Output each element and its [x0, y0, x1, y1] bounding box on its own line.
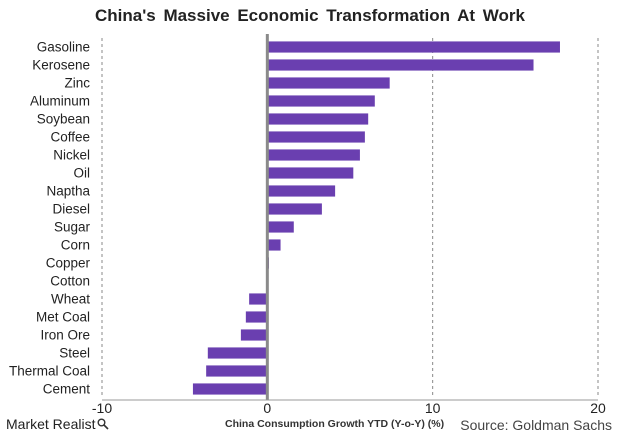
x-tick-label: 0	[263, 400, 271, 416]
category-label: Aluminum	[30, 94, 90, 109]
bar	[249, 293, 268, 305]
category-label: Zinc	[64, 76, 90, 91]
category-label: Cement	[43, 382, 91, 397]
bar	[267, 95, 375, 107]
bar	[267, 113, 369, 125]
bar	[206, 365, 268, 377]
bar	[207, 347, 268, 359]
x-tick-label: -10	[92, 400, 112, 416]
x-tick-label: 10	[425, 400, 441, 416]
chart-title: China's Massive Economic Transformation …	[95, 6, 525, 25]
x-axis-label: China Consumption Growth YTD (Y-o-Y) (%)	[225, 418, 445, 430]
bar	[240, 329, 268, 341]
category-label: Kerosene	[32, 58, 90, 73]
brand-logo: Market Realist	[6, 416, 110, 432]
bar	[192, 383, 268, 395]
category-label: Gasoline	[37, 40, 90, 55]
x-tick-label: 20	[590, 400, 606, 416]
bar	[267, 185, 336, 197]
category-label: Corn	[61, 238, 90, 253]
category-label: Soybean	[37, 112, 90, 127]
bar	[267, 131, 365, 143]
category-label: Diesel	[52, 202, 90, 217]
source-note: Source: Goldman Sachs	[460, 417, 612, 433]
brand-text: Market Realist	[6, 416, 96, 432]
category-label: Wheat	[51, 292, 90, 307]
category-label: Sugar	[54, 220, 91, 235]
bar	[267, 203, 322, 215]
category-label: Oil	[74, 166, 91, 181]
category-label: Naptha	[46, 184, 90, 199]
category-label: Steel	[59, 346, 90, 361]
bar	[267, 149, 360, 161]
bar	[267, 59, 534, 71]
category-label: Cotton	[50, 274, 90, 289]
bar	[245, 311, 268, 323]
category-label: Met Coal	[36, 310, 90, 325]
bar	[267, 221, 294, 233]
category-label: Copper	[46, 256, 91, 271]
category-label: Nickel	[53, 148, 90, 163]
bar	[267, 41, 560, 53]
category-label: Thermal Coal	[9, 364, 90, 379]
magnifier-icon	[97, 418, 110, 430]
bar	[267, 167, 354, 179]
bar	[267, 77, 390, 89]
bar	[267, 239, 281, 251]
category-label: Iron Ore	[40, 328, 90, 343]
category-label: Coffee	[50, 130, 90, 145]
